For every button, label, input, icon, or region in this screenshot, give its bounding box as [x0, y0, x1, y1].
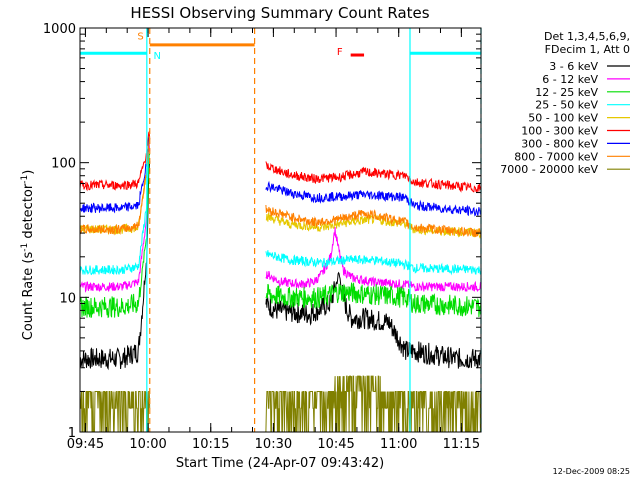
- legend-header-line-1: Det 1,3,4,5,6,9,: [544, 30, 630, 43]
- x-tick-label: 10:00: [129, 437, 166, 452]
- timestamp: 12-Dec-2009 08:25: [553, 467, 630, 476]
- legend-label: 7000 - 20000 keV: [500, 163, 598, 176]
- marker-label-n: N: [154, 51, 161, 62]
- axis-layer: 1 10 100 1000 09:45 10:00 10:15 10:30 10:45 11:00…: [43, 22, 481, 452]
- series-12-25-kev: [79, 153, 482, 319]
- series-3-6-kev: [79, 161, 482, 371]
- legend-label: 3 - 6 keV: [549, 60, 598, 73]
- series-3-6-kev-segment-2: [265, 271, 482, 369]
- series-100-300-kev-segment-2: [265, 161, 482, 194]
- y-axis-label-sup2: -1: [20, 175, 30, 184]
- series-800-7000-kev-segment-2: [265, 204, 482, 238]
- plot-frame: [79, 27, 482, 433]
- series-300-800-kev-segment-2: [265, 180, 482, 218]
- legend-label: 6 - 12 keV: [542, 73, 598, 86]
- series-25-50-kev-segment-2: [265, 250, 482, 276]
- series-6-12-kev: [79, 143, 482, 293]
- y-axis-label: Count Rate (s-1 detector-1): [20, 170, 36, 341]
- series-12-25-kev-segment-2: [265, 282, 482, 318]
- series-6-12-kev-segment-2: [265, 226, 482, 293]
- x-tick-label: 09:45: [67, 437, 104, 452]
- legend-label: 50 - 100 keV: [528, 112, 598, 125]
- series-25-50-kev-segment-1: [79, 135, 151, 276]
- y-tick-label: 1000: [43, 22, 76, 37]
- marker-label-s: S: [137, 32, 143, 43]
- x-tick-label: 11:00: [380, 437, 417, 452]
- series-800-7000-kev: [79, 136, 482, 238]
- x-tick-label: 10:30: [255, 437, 292, 452]
- y-tick-label: 1: [68, 426, 76, 441]
- y-axis-label-end: ): [21, 170, 36, 175]
- y-axis-label-mid: detector: [21, 183, 36, 243]
- y-tick-label: 10: [59, 291, 76, 306]
- series-100-300-kev-segment-1: [79, 130, 151, 192]
- series-100-300-kev: [79, 130, 482, 194]
- chart-title: HESSI Observing Summary Count Rates: [130, 4, 429, 22]
- marker-label-f: F: [337, 47, 343, 58]
- y-axis-label-sup1: -1: [20, 243, 30, 252]
- series-12-25-kev-segment-1: [79, 153, 151, 319]
- series-300-800-kev: [79, 137, 482, 218]
- legend-header-line-2: FDecim 1, Att 0: [545, 43, 630, 56]
- legend-label: 800 - 7000 keV: [514, 150, 598, 163]
- y-tick-label: 100: [51, 157, 76, 172]
- legend-label: 25 - 50 keV: [535, 99, 598, 112]
- data-layer: [79, 130, 482, 433]
- x-tick-label: 11:15: [443, 437, 480, 452]
- series-25-50-kev: [79, 135, 482, 276]
- series-50-100-kev-segment-2: [265, 211, 482, 239]
- x-axis-label: Start Time (24-Apr-07 09:43:42): [176, 456, 384, 471]
- series-7000-20000-kev-segment-2: [265, 375, 481, 433]
- legend: Det 1,3,4,5,6,9, FDecim 1, Att 0 3 - 6 k…: [500, 30, 630, 176]
- series-3-6-kev-segment-1: [79, 161, 151, 371]
- legend-label: 100 - 300 keV: [521, 125, 598, 138]
- series-300-800-kev-segment-1: [79, 137, 151, 214]
- x-tick-label: 10:15: [192, 437, 229, 452]
- legend-label: 12 - 25 keV: [535, 86, 598, 99]
- legend-label: 300 - 800 keV: [521, 137, 598, 150]
- series-800-7000-kev-segment-1: [79, 136, 151, 236]
- y-axis-label-main: Count Rate (s: [21, 252, 36, 341]
- x-tick-label: 10:45: [317, 437, 354, 452]
- series-6-12-kev-segment-1: [79, 143, 151, 293]
